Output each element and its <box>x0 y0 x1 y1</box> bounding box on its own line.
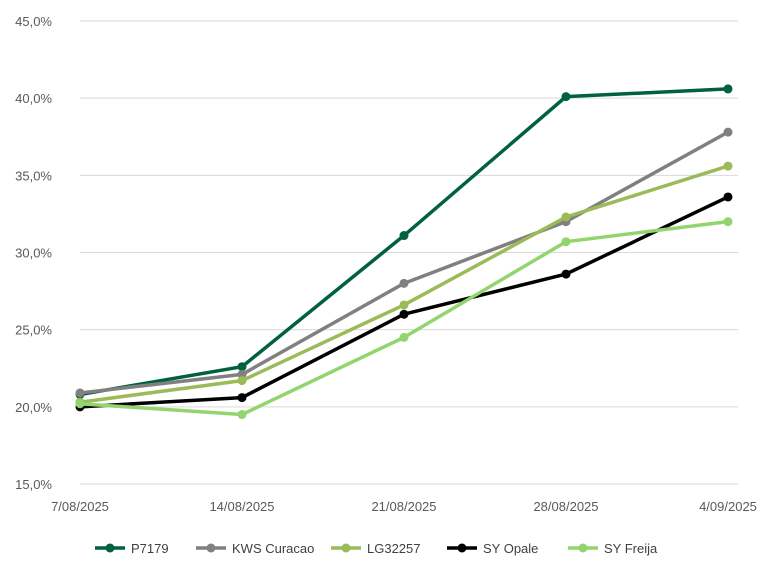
y-tick-label: 45,0% <box>15 14 52 29</box>
x-tick-label: 21/08/2025 <box>371 499 436 514</box>
series-p7179 <box>75 84 733 399</box>
data-point-p7179 <box>723 84 733 94</box>
data-point-kws-curacao <box>237 369 247 379</box>
data-point-kws-curacao <box>723 127 733 137</box>
legend-label: P7179 <box>131 541 169 556</box>
y-tick-label: 30,0% <box>15 246 52 261</box>
legend-swatch-marker <box>206 543 216 553</box>
legend-label: KWS Curacao <box>232 541 314 556</box>
y-tick-label: 35,0% <box>15 168 52 183</box>
legend-swatch-marker <box>457 543 467 553</box>
series-lines <box>75 84 733 420</box>
legend-item-p7179: P7179 <box>95 541 169 556</box>
legend-label: LG32257 <box>367 541 421 556</box>
legend-label: SY Opale <box>483 541 538 556</box>
data-point-sy-opale <box>561 269 571 279</box>
x-tick-label: 28/08/2025 <box>533 499 598 514</box>
y-tick-label: 40,0% <box>15 91 52 106</box>
legend-swatch-marker <box>578 543 588 553</box>
series-sy-freija <box>75 217 733 420</box>
data-point-sy-opale <box>399 309 409 319</box>
series-kws-curacao <box>75 127 733 398</box>
y-tick-label: 15,0% <box>15 477 52 492</box>
data-point-lg32257 <box>399 300 409 310</box>
x-tick-label: 7/08/2025 <box>51 499 109 514</box>
data-point-kws-curacao <box>399 278 409 288</box>
data-point-sy-freija <box>561 237 571 247</box>
legend-label: SY Freija <box>604 541 658 556</box>
y-axis-ticks: 15,0% 20,0% 25,0% 30,0% 35,0% 40,0% 45,0% <box>15 14 52 492</box>
data-point-lg32257 <box>723 161 733 171</box>
data-point-lg32257 <box>561 212 571 222</box>
legend-item-sy-freija: SY Freija <box>568 541 658 556</box>
data-point-p7179 <box>561 92 571 102</box>
data-point-sy-freija <box>399 332 409 342</box>
data-point-sy-opale <box>723 192 733 202</box>
data-point-sy-freija <box>723 217 733 227</box>
x-axis-ticks: 7/08/2025 14/08/2025 21/08/2025 28/08/2025 4… <box>51 499 757 514</box>
data-point-p7179 <box>237 362 247 372</box>
legend-item-sy-opale: SY Opale <box>447 541 538 556</box>
legend-item-kws-curacao: KWS Curacao <box>196 541 314 556</box>
data-point-sy-freija <box>75 399 85 409</box>
legend-item-lg32257: LG32257 <box>331 541 421 556</box>
y-tick-label: 20,0% <box>15 400 52 415</box>
gridlines <box>80 20 738 485</box>
x-tick-label: 4/09/2025 <box>699 499 757 514</box>
x-tick-label: 14/08/2025 <box>209 499 274 514</box>
legend: P7179 KWS Curacao LG32257 SY Opale SY Freija <box>95 541 658 556</box>
data-point-kws-curacao <box>75 388 85 398</box>
legend-swatch-marker <box>105 543 115 553</box>
data-point-sy-opale <box>237 393 247 403</box>
legend-swatch-marker <box>341 543 351 553</box>
series-line-kws-curacao <box>78 130 730 395</box>
data-point-lg32257 <box>237 376 247 386</box>
data-point-p7179 <box>399 231 409 241</box>
y-tick-label: 25,0% <box>15 323 52 338</box>
data-point-sy-freija <box>237 410 247 420</box>
